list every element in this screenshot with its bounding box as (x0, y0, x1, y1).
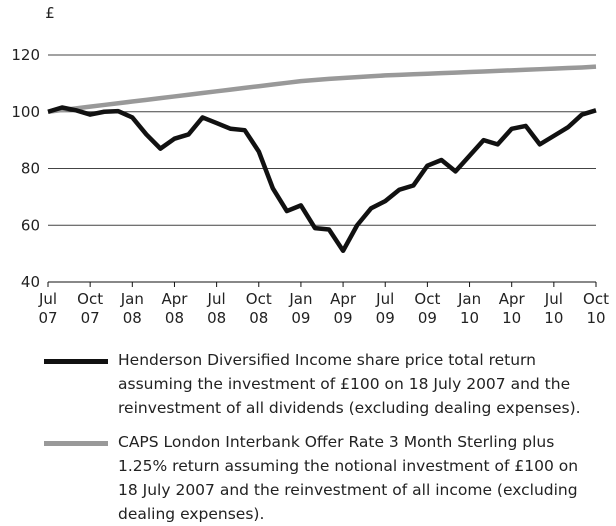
x-tick-label: Jan 10 (457, 290, 481, 327)
x-tick-label: Jul 07 (38, 290, 58, 327)
x-tick-label: Jul 08 (207, 290, 227, 327)
x-tick-label: Jul 09 (375, 290, 395, 327)
legend-label: CAPS London Interbank Offer Rate 3 Month… (118, 433, 579, 523)
x-tick-label: Oct 08 (246, 290, 272, 327)
x-tick-label: Apr 09 (330, 290, 357, 327)
y-axis-label: £ (45, 4, 55, 22)
x-tick-label: Oct 09 (414, 290, 440, 327)
chart: £ 40 60 80 100 120 Jul 07 Oct 07 Jan 08 Apr 08 Jul 08 O… (11, 4, 609, 327)
x-tick-label: Oct 10 (583, 290, 609, 327)
legend-swatch (44, 359, 108, 364)
series-line (47, 64, 597, 114)
x-tick-label: Jan 09 (288, 290, 312, 327)
y-tick-label: 120 (11, 46, 40, 64)
series-line (47, 105, 597, 254)
x-tick-label: Apr 08 (161, 290, 188, 327)
x-tick-label: Jan 08 (120, 290, 144, 327)
legend-label: Henderson Diversified Income share price… (118, 351, 581, 417)
x-tick-label: Oct 07 (77, 290, 103, 327)
y-tick-label: 40 (21, 273, 40, 291)
x-tick-label: Jul 10 (544, 290, 564, 327)
x-tick-label: Apr 10 (499, 290, 526, 327)
legend-entry: CAPS London Interbank Offer Rate 3 Month… (44, 430, 604, 526)
y-tick-label: 60 (21, 216, 40, 234)
y-tick-label: 100 (11, 103, 40, 121)
legend-swatch (44, 441, 108, 446)
legend-entry: Henderson Diversified Income share price… (44, 348, 604, 420)
y-tick-label: 80 (21, 160, 40, 178)
